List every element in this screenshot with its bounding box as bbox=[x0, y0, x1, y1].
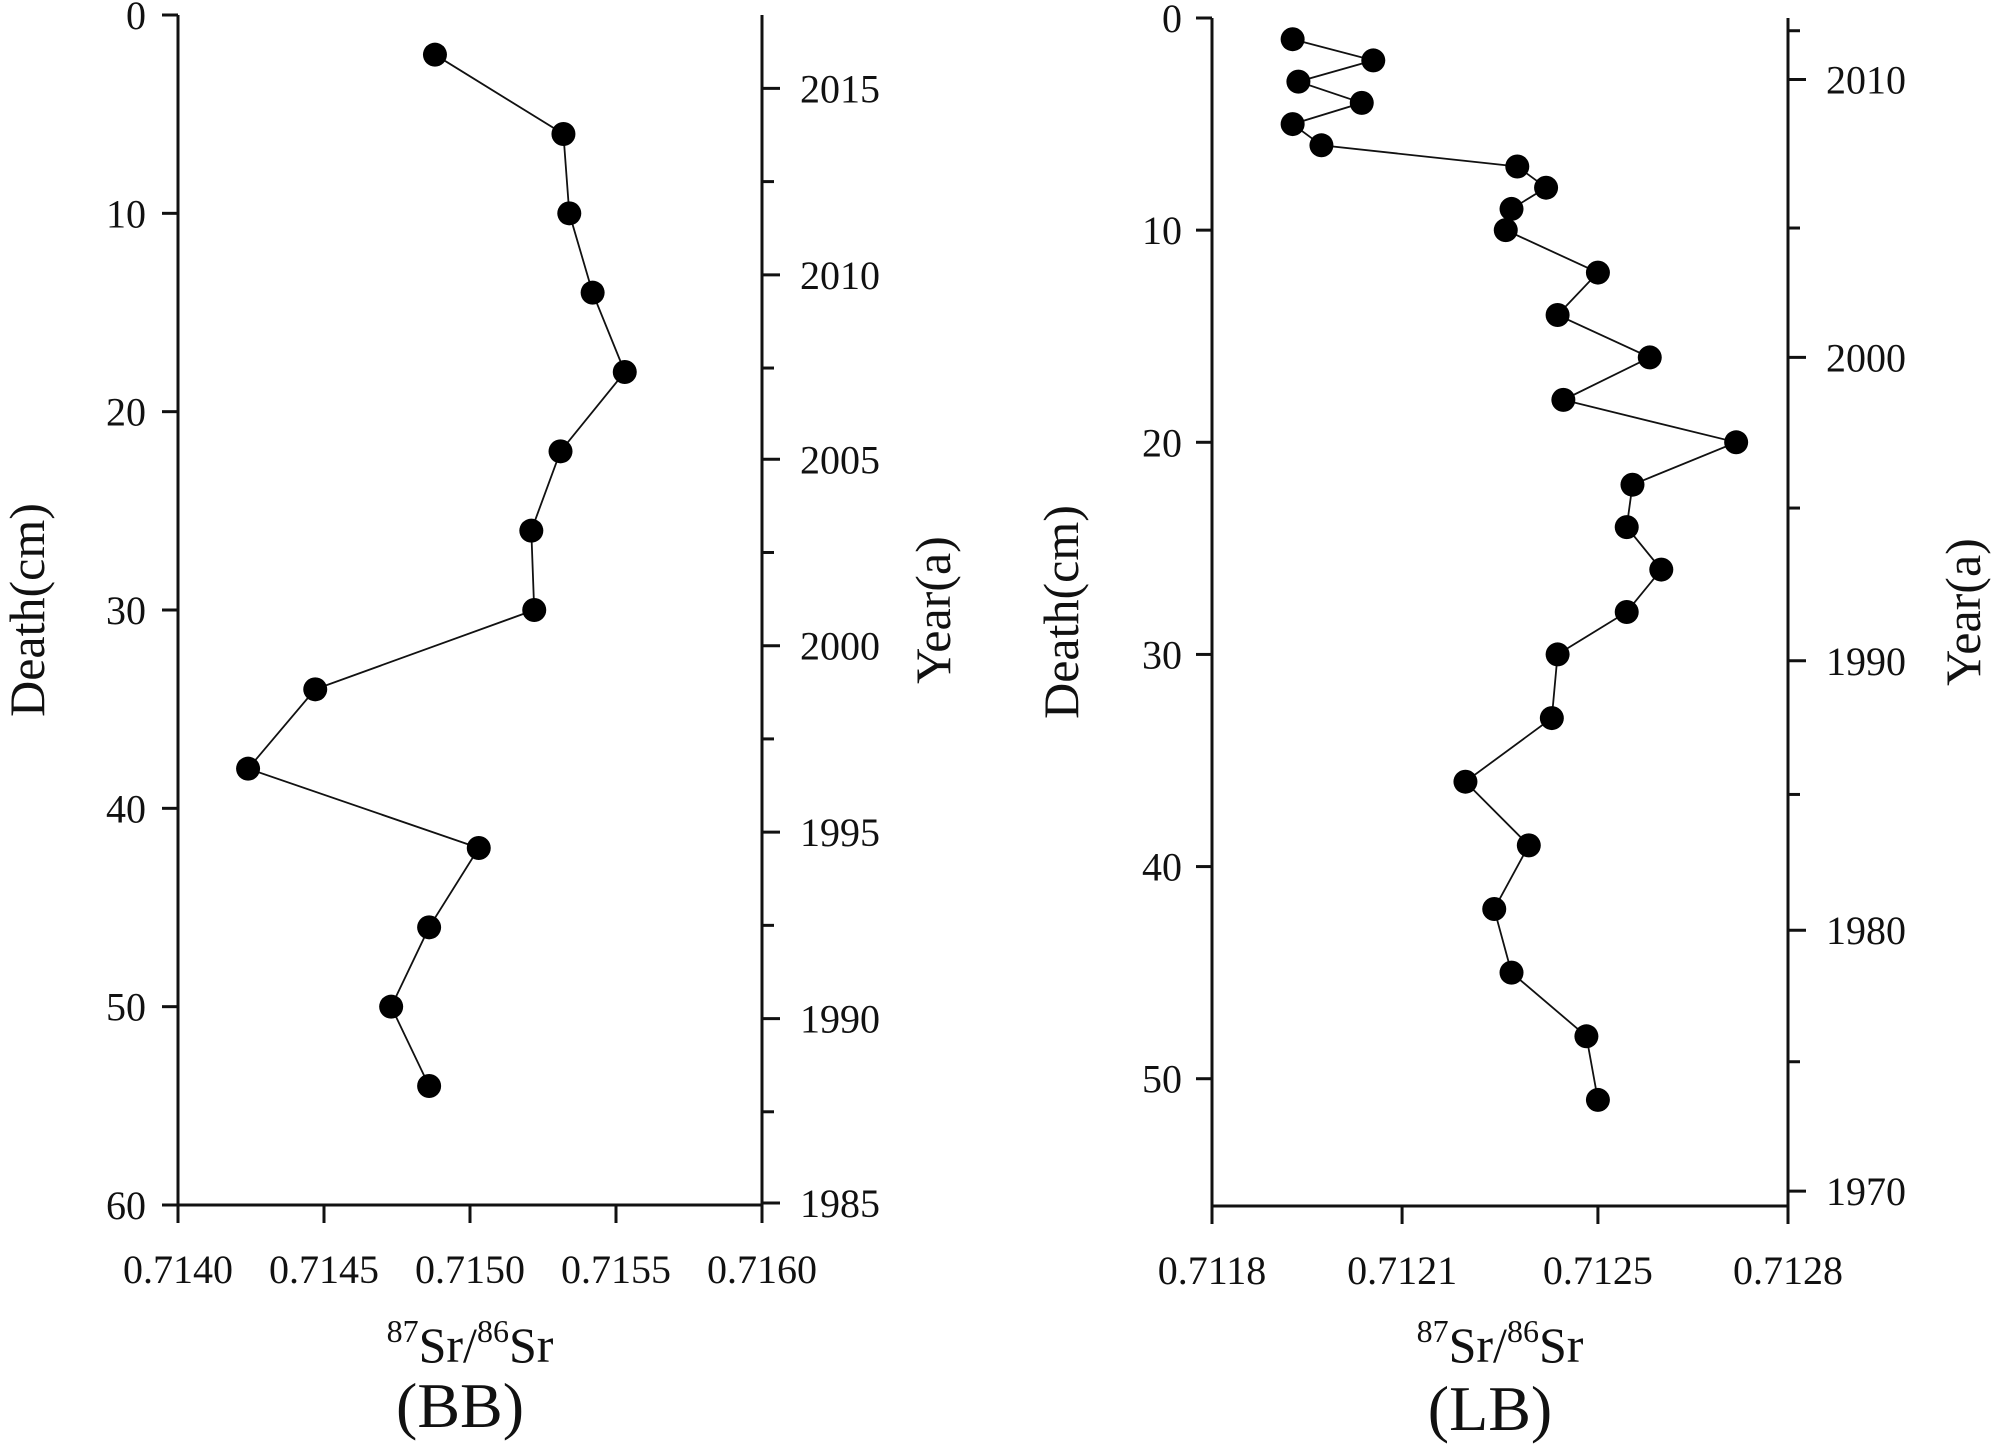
y-tick-label: 40 bbox=[1142, 845, 1182, 890]
data-point bbox=[1516, 833, 1541, 858]
data-point bbox=[379, 994, 404, 1019]
data-point bbox=[1280, 112, 1305, 137]
data-point bbox=[1286, 69, 1311, 94]
data-point bbox=[1280, 27, 1305, 52]
data-point bbox=[1574, 1024, 1599, 1049]
y2-tick-label: 2010 bbox=[800, 253, 880, 298]
y2-tick-label: 1980 bbox=[1826, 908, 1906, 953]
x-axis-title-base: Sr bbox=[509, 1317, 554, 1373]
data-point bbox=[1551, 387, 1576, 412]
x-tick-label: 0.7128 bbox=[1733, 1248, 1843, 1293]
y-tick-label: 0 bbox=[126, 0, 146, 38]
x-axis-title: 87Sr/86Sr bbox=[1417, 1313, 1584, 1373]
data-point bbox=[1499, 960, 1524, 985]
data-point bbox=[1539, 706, 1564, 731]
data-point bbox=[466, 836, 491, 860]
y-tick-label: 60 bbox=[106, 1183, 146, 1228]
data-point bbox=[519, 518, 544, 543]
data-point bbox=[417, 1074, 442, 1098]
x-tick-label: 0.7155 bbox=[561, 1247, 671, 1292]
data-point bbox=[1620, 472, 1645, 497]
y2-tick-label: 1990 bbox=[1826, 639, 1906, 684]
data-point bbox=[1724, 430, 1749, 455]
x-axis-title-sup: 86 bbox=[1507, 1313, 1539, 1349]
data-point bbox=[612, 360, 637, 384]
data-point bbox=[422, 42, 447, 67]
y2-axis-title: Year(a) bbox=[1935, 538, 1991, 686]
y2-tick-label: 2000 bbox=[800, 624, 880, 669]
y2-tick-label: 1985 bbox=[800, 1181, 880, 1226]
y-tick-label: 50 bbox=[106, 985, 146, 1030]
y2-tick-label: 1990 bbox=[800, 997, 880, 1042]
data-point bbox=[1545, 303, 1570, 327]
x-tick-label: 0.7145 bbox=[269, 1247, 379, 1292]
y-tick-label: 0 bbox=[1162, 0, 1182, 41]
data-point bbox=[1585, 1087, 1610, 1112]
chart-panel-lb: 0 10 20 30 40 50 0.7118 0.7121 0.7125 0.7128 2010 2… bbox=[1033, 0, 1991, 1444]
data-point bbox=[1585, 260, 1610, 285]
y2-tick-label: 2000 bbox=[1826, 335, 1906, 380]
y2-tick-label: 1995 bbox=[800, 810, 880, 855]
y-tick-label: 20 bbox=[106, 390, 146, 435]
x-tick-label: 0.7125 bbox=[1543, 1248, 1653, 1293]
y-tick-label: 20 bbox=[1142, 420, 1182, 465]
y2-tick-label: 2005 bbox=[800, 437, 880, 482]
y-axis-title: Death(cm) bbox=[1033, 505, 1089, 719]
x-tick-label: 0.7150 bbox=[415, 1247, 525, 1292]
data-point bbox=[1545, 642, 1570, 667]
data-point bbox=[522, 598, 547, 622]
data-point bbox=[303, 677, 328, 702]
data-point bbox=[1309, 133, 1334, 158]
x-tick-label: 0.7160 bbox=[707, 1247, 817, 1292]
y2-tick-label: 1970 bbox=[1826, 1169, 1906, 1214]
y-tick-label: 10 bbox=[1142, 208, 1182, 253]
data-point bbox=[548, 439, 573, 464]
data-point bbox=[1649, 557, 1674, 582]
y2-tick-label: 2015 bbox=[800, 66, 880, 111]
data-point bbox=[1505, 154, 1530, 179]
data-point bbox=[1637, 345, 1662, 370]
data-point bbox=[557, 201, 582, 226]
panel-label: (LB) bbox=[1428, 1373, 1552, 1444]
x-axis-title-sup: 86 bbox=[477, 1313, 509, 1349]
data-point bbox=[1493, 218, 1518, 243]
y2-axis-title: Year(a) bbox=[905, 536, 961, 684]
x-axis-title-base: Sr/ bbox=[1449, 1317, 1507, 1373]
data-point bbox=[580, 280, 605, 305]
data-point bbox=[1499, 196, 1524, 221]
chart-panel-bb: 0 10 20 30 40 50 60 0.7140 0.7145 0.7150 0.7155 0.7… bbox=[0, 0, 961, 1441]
data-point bbox=[1614, 515, 1639, 540]
panel-label: (BB) bbox=[396, 1370, 524, 1441]
y-tick-label: 40 bbox=[106, 786, 146, 831]
x-tick-label: 0.7121 bbox=[1347, 1248, 1457, 1293]
data-point bbox=[1453, 769, 1478, 794]
y-axis-title: Death(cm) bbox=[0, 503, 55, 717]
x-axis-title: 87Sr/86Sr bbox=[387, 1313, 554, 1373]
y2-tick-label: 2010 bbox=[1826, 58, 1906, 103]
data-point bbox=[1349, 90, 1374, 115]
x-axis-title-sup: 87 bbox=[1417, 1313, 1449, 1349]
x-axis-title-base: Sr bbox=[1539, 1317, 1584, 1373]
y-tick-label: 30 bbox=[1142, 632, 1182, 677]
data-point bbox=[417, 915, 442, 940]
x-axis-title-base: Sr/ bbox=[419, 1317, 477, 1373]
data-point bbox=[1534, 175, 1559, 200]
y-tick-label: 50 bbox=[1142, 1057, 1182, 1102]
data-point bbox=[1361, 48, 1386, 73]
y-tick-label: 30 bbox=[106, 588, 146, 633]
x-axis-title-sup: 87 bbox=[387, 1313, 419, 1349]
data-point bbox=[236, 756, 261, 781]
data-point bbox=[1614, 600, 1639, 624]
y-tick-label: 10 bbox=[106, 191, 146, 236]
data-point bbox=[1482, 897, 1507, 921]
x-tick-label: 0.7118 bbox=[1158, 1248, 1267, 1293]
series-line bbox=[246, 53, 626, 1087]
data-point bbox=[551, 122, 576, 146]
x-tick-label: 0.7140 bbox=[123, 1247, 233, 1292]
